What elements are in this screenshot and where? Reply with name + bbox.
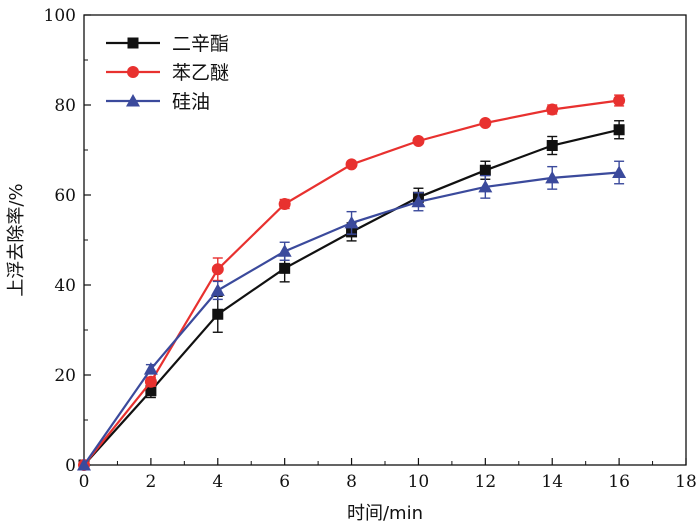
data-point (278, 198, 291, 210)
x-axis-title: 时间/min (347, 503, 423, 524)
y-tick-label: 60 (54, 186, 76, 206)
data-point (210, 283, 225, 296)
x-tick-label: 18 (675, 472, 697, 492)
legend-label: 硅油 (172, 91, 210, 113)
x-tick-label: 4 (212, 472, 223, 492)
series-3 (77, 160, 627, 471)
x-tick-label: 8 (346, 472, 357, 492)
data-point (546, 140, 558, 151)
data-point (546, 103, 559, 116)
legend-label: 二辛酯 (172, 33, 229, 55)
legend-marker (127, 37, 139, 49)
data-point (412, 135, 425, 147)
y-tick-label: 100 (44, 6, 76, 26)
y-tick-label: 40 (54, 276, 76, 296)
data-point (613, 94, 626, 107)
data-point (279, 262, 291, 274)
legend-label: 苯乙醚 (172, 62, 229, 84)
data-point (77, 458, 91, 471)
axes: 0 2 4 6 8 10 12 14 16 18 0 20 40 60 80 100 (44, 6, 697, 492)
series-line (83, 99, 620, 466)
x-tick-label: 16 (608, 472, 630, 492)
series-2 (78, 94, 626, 471)
data-point (211, 263, 224, 276)
data-point (479, 164, 491, 176)
data-point (145, 385, 157, 397)
series-1 (78, 120, 625, 471)
data-point (613, 124, 625, 136)
data-point (277, 244, 292, 257)
x-tick-label: 6 (279, 472, 290, 492)
data-point (478, 179, 493, 193)
x-tick-label: 2 (145, 472, 156, 492)
legend-marker (126, 94, 140, 107)
y-tick-label: 80 (54, 96, 76, 116)
y-axis-title: 上浮去除率/% (6, 183, 27, 296)
y-tick-label: 20 (54, 366, 76, 386)
data-point (479, 117, 492, 129)
x-tick-label: 10 (408, 472, 430, 492)
data-point (411, 194, 426, 208)
data-point (344, 215, 359, 229)
series-layer (77, 94, 627, 471)
data-point (144, 375, 157, 388)
data-point (345, 158, 358, 171)
data-point (612, 165, 627, 178)
x-tick-label: 12 (475, 472, 497, 492)
y-tick-label: 0 (65, 456, 76, 476)
x-tick-label: 14 (541, 472, 563, 492)
legend-marker (127, 66, 139, 78)
data-point (212, 308, 224, 320)
data-point (143, 362, 158, 375)
x-tick-label: 0 (79, 472, 90, 492)
data-point (545, 170, 560, 184)
